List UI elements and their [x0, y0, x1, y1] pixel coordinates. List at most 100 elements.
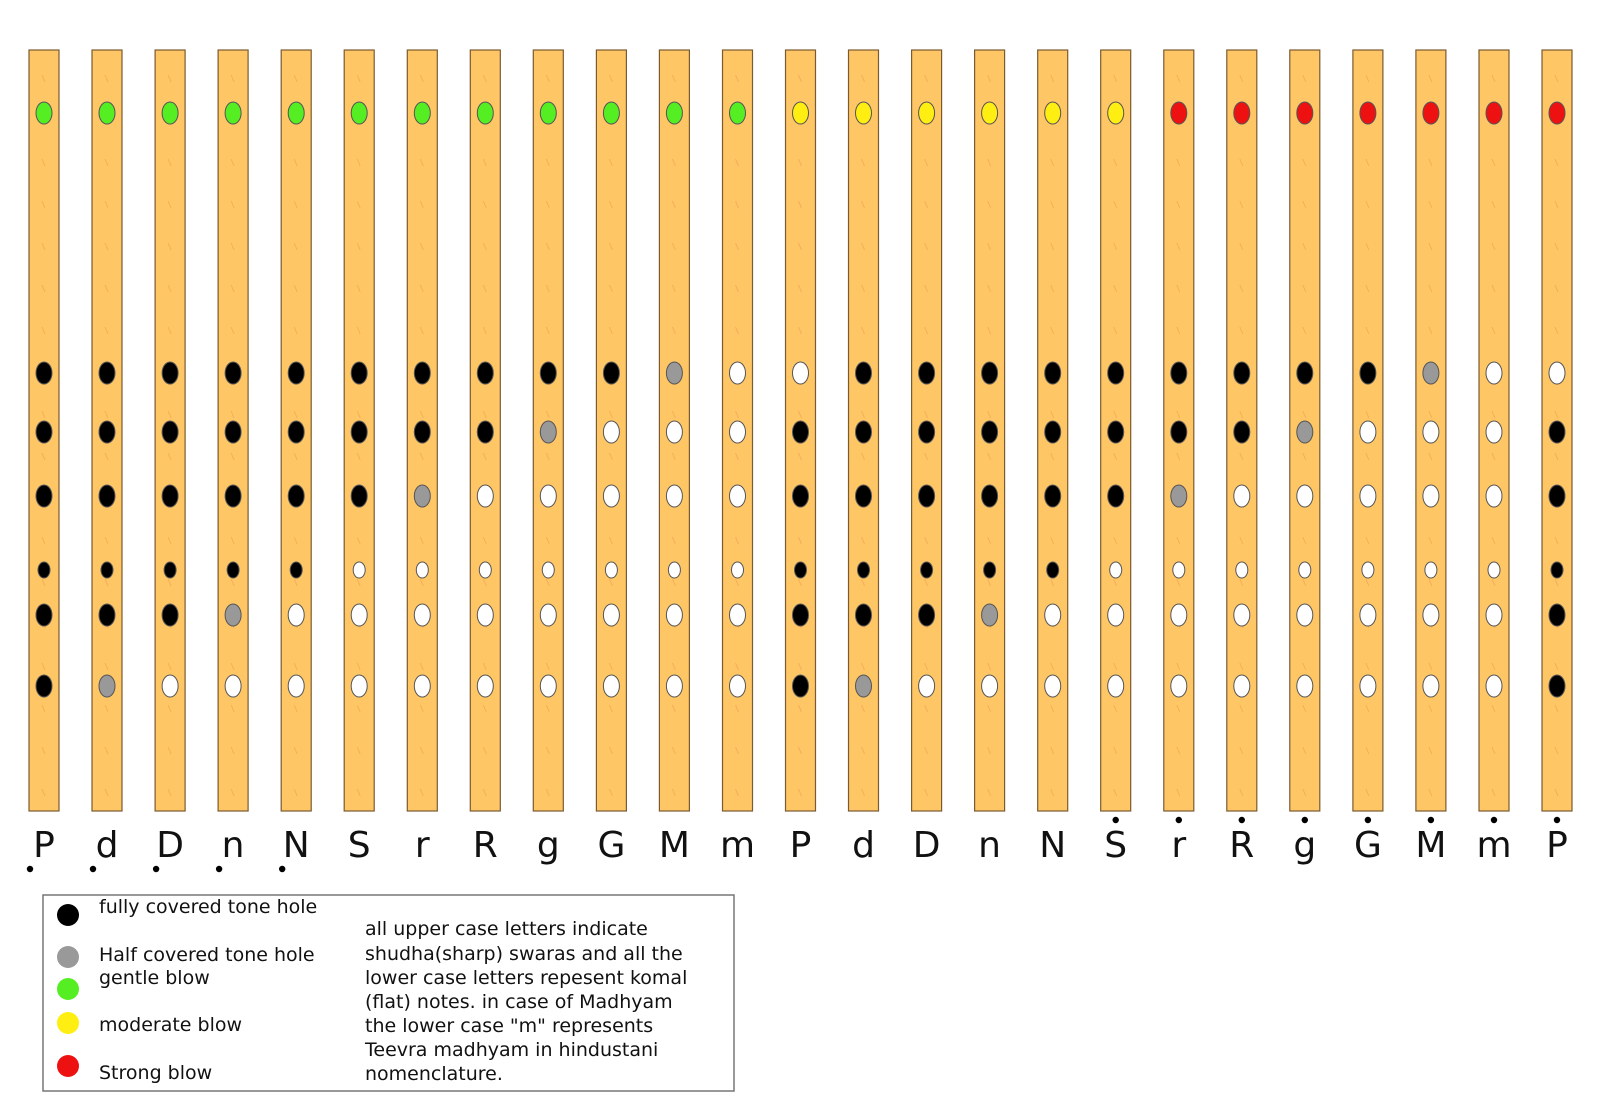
wood-grain [482, 578, 487, 587]
wood-grain [1239, 536, 1244, 545]
note-label: n [222, 825, 245, 866]
wood-grain [987, 74, 992, 83]
wood-grain [1113, 536, 1118, 545]
tone-hole-4 [1550, 561, 1564, 579]
wood-grain [1113, 704, 1118, 713]
wood-grain [798, 74, 802, 83]
wood-grain [1428, 578, 1433, 587]
tone-hole-3 [1296, 484, 1314, 508]
wood-grain [671, 788, 676, 797]
tone-hole-1 [792, 361, 809, 385]
wood-grain [608, 242, 613, 251]
wood-grain [230, 284, 235, 293]
wood-grain [104, 410, 109, 419]
blow-hole [602, 101, 620, 125]
wood-grain [1428, 326, 1433, 335]
wood-grain [671, 704, 676, 713]
blow-hole [665, 101, 683, 125]
note-label: M [1415, 825, 1446, 866]
wood-grain [545, 536, 550, 545]
wood-grain [1302, 242, 1307, 251]
wood-grain [861, 746, 865, 755]
legend-strong-label: Strong blow [99, 1062, 212, 1084]
wood-grain [861, 242, 865, 251]
blow-hole [1107, 101, 1125, 125]
wood-grain [1113, 662, 1118, 671]
wood-grain [545, 410, 550, 419]
wood-grain [1554, 74, 1559, 83]
wood-grain [1365, 788, 1370, 797]
wood-grain [1491, 452, 1496, 461]
tone-hole-1 [1485, 361, 1503, 385]
wood-grain [735, 410, 739, 419]
wood-grain [861, 326, 865, 335]
wood-grain [1428, 452, 1433, 461]
wood-grain [1113, 788, 1118, 797]
wood-grain [419, 662, 424, 671]
wood-grain [356, 788, 361, 797]
wood-grain [1239, 284, 1244, 293]
tone-hole-4 [352, 561, 366, 579]
wood-grain [1113, 74, 1118, 83]
wood-grain [861, 200, 865, 209]
note-line: lower case letters repesent komal [365, 967, 687, 989]
wood-grain [987, 578, 992, 587]
wood-grain [1050, 452, 1055, 461]
tone-hole-5 [729, 603, 746, 627]
wood-grain [798, 242, 802, 251]
tone-hole-1 [729, 361, 746, 385]
wood-grain [1239, 452, 1244, 461]
tone-hole-2 [1233, 420, 1251, 444]
wood-grain [482, 746, 487, 755]
blow-hole [855, 101, 872, 125]
wood-grain [1365, 746, 1370, 755]
blow-hole [413, 101, 431, 125]
wood-grain [545, 578, 550, 587]
wood-grain [1050, 788, 1055, 797]
wood-grain [419, 326, 424, 335]
tone-hole-1 [665, 361, 683, 385]
tone-hole-6 [665, 674, 683, 698]
tone-hole-3 [98, 484, 116, 508]
wood-grain [104, 242, 109, 251]
tone-hole-1 [981, 361, 999, 385]
upper-octave-dot [1112, 816, 1119, 824]
wood-grain [293, 242, 298, 251]
wood-grain [419, 452, 424, 461]
tone-hole-6 [1359, 674, 1377, 698]
wood-grain [861, 578, 865, 587]
wood-grain [608, 284, 613, 293]
wood-grain [1239, 326, 1244, 335]
wood-grain [735, 536, 739, 545]
wood-grain [735, 242, 739, 251]
wood-grain [861, 284, 865, 293]
tone-hole-2 [35, 420, 53, 444]
wood-grain [1554, 662, 1559, 671]
wood-grain [1365, 74, 1370, 83]
wood-grain [1365, 242, 1370, 251]
wood-grain [482, 410, 487, 419]
blow-hole [35, 101, 53, 125]
wood-grain [104, 452, 109, 461]
wood-grain [924, 158, 929, 167]
tone-hole-3 [476, 484, 494, 508]
wood-grain [230, 74, 235, 83]
tone-hole-4 [1172, 561, 1186, 579]
wood-grain [419, 746, 424, 755]
wood-grain [230, 200, 235, 209]
wood-grain [293, 284, 298, 293]
wood-grain [104, 662, 109, 671]
tone-hole-5 [855, 603, 872, 627]
note-line: all upper case letters indicate [365, 918, 648, 940]
legend-box [42, 894, 735, 1092]
wood-grain [1554, 452, 1559, 461]
wood-grain [798, 326, 802, 335]
wood-grain [1428, 242, 1433, 251]
wood-grain [1239, 746, 1244, 755]
tone-hole-5 [1422, 603, 1440, 627]
blow-hole [1296, 101, 1314, 125]
tone-hole-1 [98, 361, 116, 385]
tone-hole-4 [857, 561, 870, 579]
wood-grain [1554, 746, 1559, 755]
tone-hole-2 [1107, 420, 1125, 444]
